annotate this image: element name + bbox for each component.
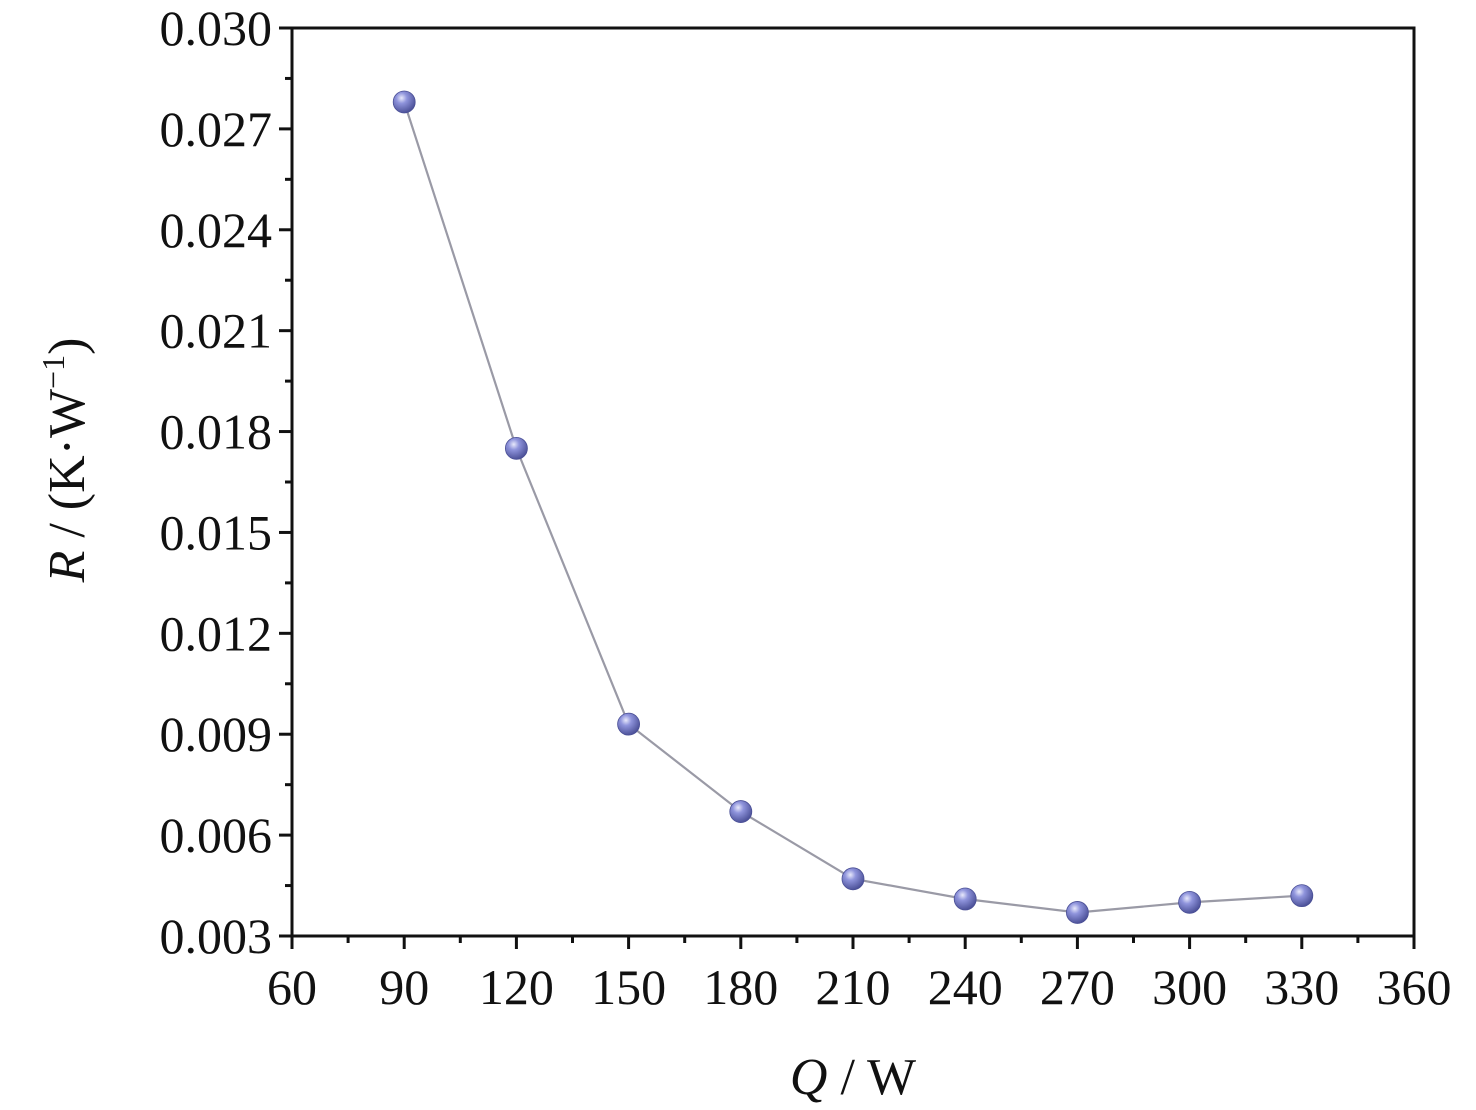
x-tick-label: 180 [703,959,778,1015]
x-tick-label: 150 [591,959,666,1015]
x-tick-label: 90 [379,959,429,1015]
x-tick-label: 60 [267,959,317,1015]
y-tick-label: 0.024 [160,202,273,258]
data-point [729,800,753,823]
x-tick-label: 300 [1152,959,1227,1015]
x-tick-label: 270 [1040,959,1115,1015]
data-point [1066,901,1089,924]
y-tick-label: 0.006 [160,807,273,863]
x-axis-label-symbol: Q [790,1049,828,1106]
series-layer [392,90,1314,924]
y-tick-label: 0.003 [160,908,273,964]
x-tick-label: 210 [816,959,891,1015]
y-axis-label-unit: / (K·W [39,389,96,551]
data-point [617,712,640,736]
x-axis: 60 90 120 150 180 210 240 270 300 330 360 [267,936,1452,1015]
series-line [403,101,1302,914]
x-tick-label: 330 [1264,959,1339,1015]
y-tick-label: 0.021 [160,303,273,359]
y-tick-label: 0.009 [160,706,273,762]
x-tick-label: 120 [479,959,554,1015]
y-axis-label-exponent: −1 [35,355,71,389]
x-tick-label: 240 [928,959,1003,1015]
y-tick-label: 0.015 [160,504,273,560]
y-tick-label: 0.030 [160,0,273,56]
y-axis: 0.003 0.006 0.009 0.012 0.015 0.018 0.021 0.024… [160,0,292,964]
y-axis-label-close: ) [39,338,96,355]
data-point [953,887,977,911]
data-point [1290,884,1314,908]
x-axis-label: Q / W [790,1049,916,1106]
plot-frame [290,26,1416,938]
x-tick-label: 360 [1377,959,1452,1015]
y-tick-label: 0.027 [160,101,273,157]
y-tick-label: 0.018 [160,404,273,460]
y-tick-label: 0.012 [160,605,273,661]
data-point [841,867,865,891]
data-point [1178,890,1201,914]
data-point [505,436,528,460]
y-axis-label-symbol: R [39,551,96,584]
data-point [392,90,416,114]
x-axis-label-unit: / W [827,1049,916,1106]
y-axis-label: R / (K·W−1) [35,338,96,584]
